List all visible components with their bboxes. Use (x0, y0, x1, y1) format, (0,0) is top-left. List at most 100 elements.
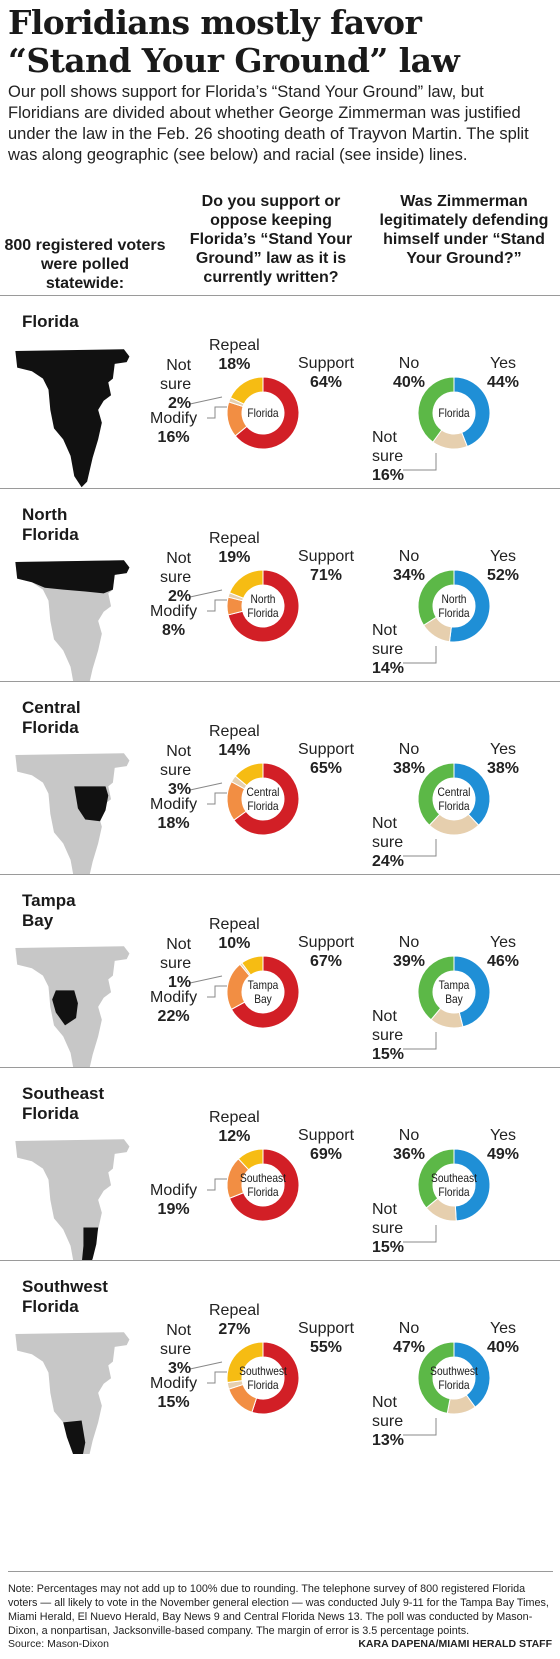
panel-graphics (15, 946, 491, 1068)
q2-notsure-label: Not sure 15% (372, 1201, 405, 1256)
notsure-leader-line (189, 1361, 223, 1370)
repeal-label: Repeal 12% (209, 1109, 260, 1145)
repeal-label: Repeal 14% (209, 723, 260, 759)
modify-leader-line (207, 599, 227, 612)
repeal-label: Repeal 19% (209, 530, 260, 566)
florida-map (15, 560, 130, 682)
panel-graphics (15, 1139, 491, 1261)
q2-no-slice (417, 762, 455, 826)
q1-center-label: Central Florida (246, 785, 280, 813)
q1-support-slice (251, 1341, 300, 1415)
q2-notsure-label: Not sure 24% (372, 815, 405, 870)
col-header-q1: Do you support or oppose keeping Florida… (189, 193, 353, 286)
support-label: Support 65% (298, 741, 355, 777)
q2-notsure-label: Not sure 14% (372, 622, 405, 677)
col-header-q2: Was Zimmerman legitimately defending him… (379, 193, 549, 267)
highlighted-region (15, 560, 130, 594)
q1-support-slice (230, 955, 300, 1029)
no-label: No 47% (393, 1320, 426, 1356)
modify-leader-line (207, 406, 227, 419)
q2-notsure-leader-line (403, 839, 437, 857)
florida-outline (15, 349, 130, 488)
q2-notsure-leader-line (403, 1032, 437, 1050)
region-name: North Florida (22, 505, 79, 544)
panel-tampa: Tampa Bay Tampa Bay Tampa Bay Support 67% Repeal… (0, 874, 560, 1068)
panel-north: North Florida North Florida North Florida Supp… (0, 488, 560, 682)
q2-yes-slice (448, 569, 491, 643)
q2-no-slice (417, 376, 455, 443)
yes-label: Yes 52% (487, 548, 520, 584)
q2-notsure-label: Not sure 13% (372, 1394, 405, 1449)
q1-center-label: Florida (247, 406, 279, 420)
florida-outline (15, 1332, 130, 1454)
q1-support-slice (228, 1148, 300, 1222)
repeal-label: Repeal 27% (209, 1302, 260, 1338)
florida-map (15, 1332, 130, 1454)
panel-graphics (15, 349, 491, 488)
q2-yes-slice (453, 1148, 491, 1222)
q1-repeal-slice (229, 376, 264, 405)
florida-outline (15, 1139, 130, 1261)
q1-repeal-slice (241, 955, 264, 976)
region-name: Southeast Florida (22, 1084, 105, 1123)
florida-map (15, 753, 130, 875)
q1-center-label: Southeast Florida (240, 1171, 286, 1199)
notsure-leader-line (189, 782, 223, 791)
q2-yes-slice (453, 955, 491, 1028)
q1-center-label: Southwest Florida (239, 1364, 287, 1392)
modify-label: Modify 15% (150, 1375, 198, 1411)
q2-no-slice (417, 955, 455, 1021)
q1-repeal-slice (226, 1341, 264, 1384)
modify-label: Modify 16% (150, 410, 198, 446)
yes-label: Yes 44% (487, 355, 520, 391)
source-line: Source: Mason-Dixon (8, 1638, 109, 1650)
support-label: Support 67% (298, 934, 355, 970)
highlighted-region (74, 786, 109, 822)
modify-leader-line (207, 792, 227, 805)
no-label: No 40% (393, 355, 426, 391)
q2-notsure-leader-line (403, 646, 437, 664)
dek-text: Our poll shows support for Florida’s “St… (8, 83, 529, 164)
notsure-label: Not sure 2% (160, 357, 192, 412)
support-label: Support 64% (298, 355, 355, 391)
region-name: Southwest Florida (22, 1277, 108, 1316)
yes-label: Yes 40% (487, 1320, 520, 1356)
q2-center-label: Southeast Florida (431, 1171, 477, 1199)
notsure-leader-line (189, 589, 223, 598)
yes-label: Yes 49% (487, 1127, 520, 1163)
panel-central: Central Florida Central Florida Central Flori… (0, 681, 560, 875)
yes-label: Yes 46% (487, 934, 520, 970)
florida-map (15, 1139, 130, 1261)
modify-label: Modify 22% (150, 989, 198, 1025)
q1-repeal-slice (237, 1148, 264, 1171)
q1-center-label: North Florida (247, 592, 279, 620)
panel-graphics (15, 560, 491, 682)
q2-notsure-leader-line (403, 1225, 437, 1243)
panel-graphics (15, 1332, 491, 1454)
q2-notsure-leader-line (403, 1418, 437, 1436)
q2-notsure-label: Not sure 16% (372, 429, 405, 484)
notsure-label: Not sure 3% (160, 743, 192, 798)
yes-label: Yes 38% (487, 741, 520, 777)
no-label: No 36% (393, 1127, 426, 1163)
support-label: Support 55% (298, 1320, 355, 1356)
no-label: No 38% (393, 741, 426, 777)
q2-center-label: Tampa Bay (438, 978, 470, 1006)
q1-support-slice (227, 569, 300, 643)
modify-leader-line (207, 1371, 227, 1384)
modify-label: Modify 19% (150, 1182, 198, 1218)
q2-no-slice (417, 1148, 455, 1209)
florida-map (15, 349, 130, 488)
panel-graphics (15, 753, 491, 875)
q2-center-label: North Florida (438, 592, 470, 620)
panel-all: Florida Florida Florida Support 64% Repeal 18%… (0, 295, 560, 488)
repeal-label: Repeal 18% (209, 337, 260, 373)
q1-support-slice (234, 376, 300, 450)
florida-outline (15, 753, 130, 875)
notsure-label: Not sure 1% (160, 936, 192, 991)
region-name: Tampa Bay (22, 891, 76, 930)
q2-notsure-leader-line (403, 453, 437, 471)
notsure-label: Not sure 2% (160, 550, 192, 605)
region-name: Central Florida (22, 698, 81, 737)
